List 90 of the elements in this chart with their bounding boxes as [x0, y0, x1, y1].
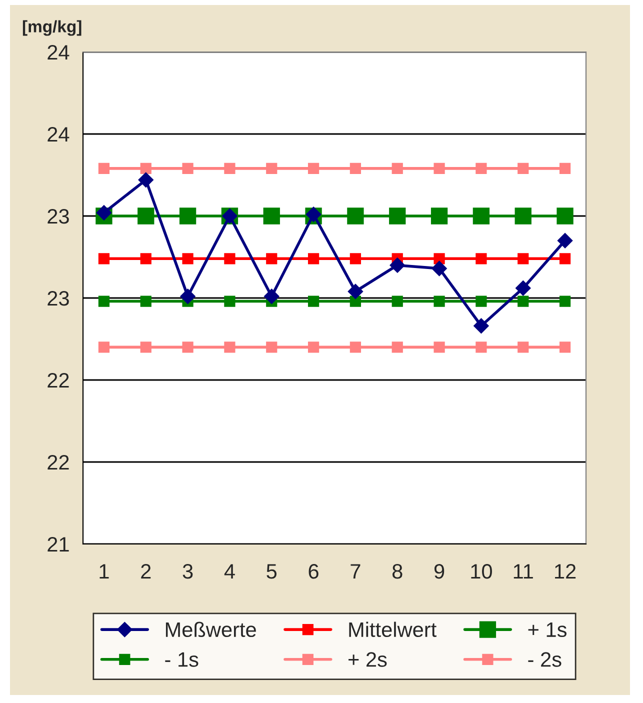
point — [180, 288, 196, 304]
point — [140, 342, 152, 353]
point — [476, 296, 487, 307]
legend-label: - 1s — [165, 652, 198, 667]
point — [308, 253, 320, 264]
x-tick-label: 10 — [471, 564, 492, 579]
x-tick-label: 8 — [392, 564, 402, 579]
y-tick-label: 24 — [48, 127, 70, 142]
point — [392, 342, 403, 353]
point — [140, 162, 152, 174]
legend-label: Mittelwert — [349, 622, 436, 638]
x-tick-label: 2 — [141, 564, 151, 579]
point — [389, 208, 406, 224]
point — [518, 253, 529, 264]
point — [392, 162, 403, 174]
point — [308, 342, 320, 353]
legend-label: Meßwerte — [166, 622, 256, 638]
point — [434, 253, 445, 264]
point — [432, 260, 447, 276]
point — [96, 205, 112, 220]
y-tick-label: 23 — [48, 291, 69, 306]
point — [559, 296, 571, 307]
point — [266, 342, 278, 353]
y-tick-label: 21 — [48, 537, 69, 552]
point — [559, 253, 571, 264]
x-tick-label: 3 — [182, 564, 193, 579]
point — [350, 253, 362, 264]
point — [434, 162, 445, 174]
point — [476, 342, 487, 353]
point — [264, 288, 280, 304]
point — [557, 233, 573, 248]
point — [474, 318, 489, 334]
point — [98, 296, 110, 307]
point — [516, 280, 531, 296]
point — [350, 296, 362, 307]
point — [390, 258, 405, 273]
point — [518, 342, 529, 353]
point — [434, 296, 445, 307]
point — [476, 162, 487, 174]
point — [182, 342, 194, 353]
point — [350, 162, 362, 174]
x-tick-label: 6 — [308, 564, 318, 579]
point — [514, 208, 532, 224]
point — [98, 253, 110, 264]
point — [392, 296, 403, 307]
point — [559, 342, 571, 353]
point — [263, 208, 280, 224]
x-tick-label: 11 — [514, 564, 533, 579]
legend-label: + 2s — [348, 652, 387, 667]
point — [140, 296, 152, 307]
point — [182, 253, 194, 264]
point — [98, 342, 110, 353]
point — [518, 162, 529, 174]
point — [434, 342, 445, 353]
point — [140, 253, 152, 264]
point — [348, 284, 364, 300]
y-axis-title: [mg/kg] — [22, 20, 82, 36]
x-tick-label: 12 — [555, 564, 576, 579]
x-tick-label: 4 — [224, 564, 235, 579]
point — [556, 208, 574, 224]
point — [347, 208, 364, 224]
point — [266, 162, 278, 174]
point — [308, 296, 320, 307]
point — [224, 342, 236, 353]
point — [476, 253, 487, 264]
point — [224, 162, 236, 174]
point — [518, 296, 529, 307]
y-tick-label: 23 — [48, 209, 69, 224]
point — [266, 253, 278, 264]
x-tick-label: 5 — [266, 564, 277, 579]
point — [224, 296, 236, 307]
x-tick-label: 9 — [434, 564, 444, 579]
x-tick-label: 1 — [100, 564, 109, 579]
point — [179, 208, 196, 224]
point — [430, 208, 448, 224]
point — [98, 162, 110, 174]
legend-label: - 2s — [528, 652, 562, 667]
point — [182, 162, 194, 174]
point — [224, 253, 236, 264]
point — [472, 208, 490, 224]
x-tick-label: 7 — [350, 564, 360, 579]
y-tick-label: 22 — [48, 455, 69, 470]
y-tick-label: 22 — [48, 373, 69, 388]
point — [308, 162, 320, 174]
legend-label: + 1s — [528, 622, 566, 638]
point — [138, 172, 154, 188]
point — [138, 208, 154, 224]
point — [559, 162, 571, 174]
y-tick-label: 24 — [48, 45, 70, 60]
point — [350, 342, 362, 353]
